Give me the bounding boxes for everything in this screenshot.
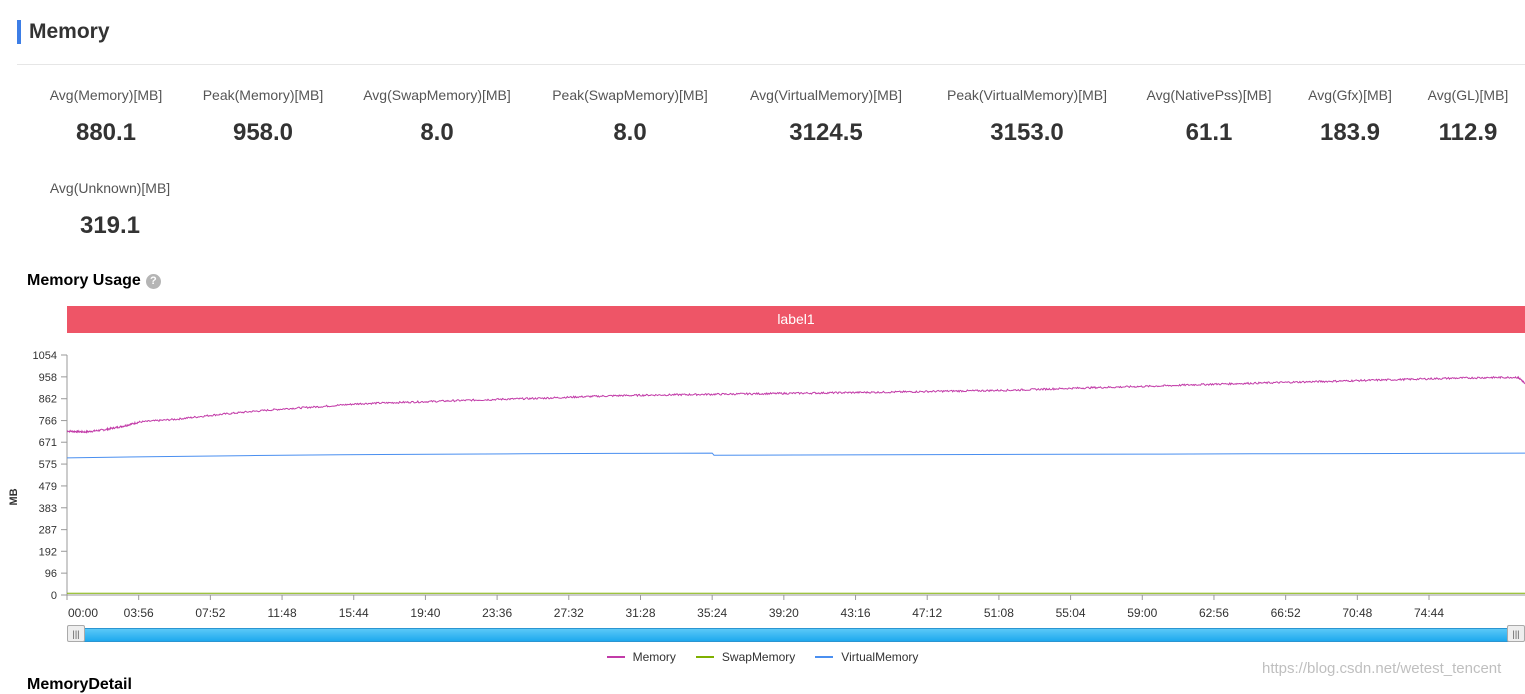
- y-tick-label: 575: [39, 459, 57, 471]
- metric-value: 3124.5: [789, 119, 863, 146]
- header-accent-bar: [17, 20, 21, 44]
- legend-item-memory[interactable]: Memory: [606, 650, 676, 664]
- metric-label: Avg(GL)[MB]: [1427, 87, 1509, 103]
- metric-avg-unknown: Avg(Unknown)[MB] 319.1: [40, 180, 180, 240]
- y-tick-label: 1054: [33, 350, 57, 362]
- x-tick-label: 07:52: [195, 606, 225, 620]
- metric-label: Peak(SwapMemory)[MB]: [552, 87, 708, 103]
- watermark: https://blog.csdn.net/wetest_tencent: [1262, 660, 1502, 677]
- legend-swatch: [606, 656, 625, 658]
- series-line-virtualmemory: [66, 452, 1525, 459]
- chart-band-label: label1: [67, 306, 1525, 333]
- x-tick-label: 23:36: [482, 606, 512, 620]
- zoom-slider-right-handle[interactable]: |||: [1507, 625, 1525, 642]
- metric-label: Avg(VirtualMemory)[MB]: [750, 87, 902, 103]
- metric-avg-gfx: Avg(Gfx)[MB] 183.9: [1300, 87, 1400, 147]
- metric-avg-memory: Avg(Memory)[MB] 880.1: [36, 87, 176, 147]
- page-title: Memory: [29, 20, 110, 43]
- x-tick-label: 70:48: [1342, 606, 1372, 620]
- y-tick-label: 287: [39, 525, 57, 537]
- x-tick-label: 27:32: [554, 606, 584, 620]
- metric-label: Avg(NativePss)[MB]: [1146, 87, 1272, 103]
- chart-title: Memory Usage ?: [27, 272, 161, 290]
- x-tick-label: 74:44: [1414, 606, 1444, 620]
- memory-detail-title: MemoryDetail: [27, 676, 132, 693]
- x-tick-label: 66:52: [1271, 606, 1301, 620]
- y-tick-label: 479: [39, 481, 57, 493]
- metric-value: 112.9: [1438, 119, 1498, 146]
- x-tick-label: 55:04: [1056, 606, 1086, 620]
- x-tick-label: 00:00: [68, 606, 98, 620]
- x-tick-label: 15:44: [339, 606, 369, 620]
- metric-avg-virtualmemory: Avg(VirtualMemory)[MB] 3124.5: [736, 87, 916, 147]
- x-tick-label: 39:20: [769, 606, 799, 620]
- x-tick-label: 47:12: [912, 606, 942, 620]
- zoom-slider-left-handle[interactable]: |||: [67, 625, 85, 642]
- x-tick-label: 51:08: [984, 606, 1014, 620]
- x-tick-label: 11:48: [267, 606, 296, 620]
- legend-label: VirtualMemory: [841, 650, 919, 664]
- metric-avg-swapmemory: Avg(SwapMemory)[MB] 8.0: [352, 87, 522, 147]
- metric-value: 183.9: [1319, 119, 1381, 146]
- legend-item-virtualmemory[interactable]: VirtualMemory: [815, 650, 918, 664]
- legend-label: SwapMemory: [721, 650, 796, 664]
- metric-peak-swapmemory: Peak(SwapMemory)[MB] 8.0: [540, 87, 720, 147]
- x-tick-label: 62:56: [1199, 606, 1229, 620]
- y-tick-label: 192: [39, 546, 57, 558]
- x-tick-label: 43:16: [841, 606, 871, 620]
- metric-label: Avg(Unknown)[MB]: [49, 180, 171, 196]
- y-tick-label: 766: [39, 416, 57, 428]
- y-tick-label: 671: [39, 437, 57, 449]
- metric-label: Avg(Gfx)[MB]: [1308, 87, 1392, 103]
- section-header: Memory: [17, 20, 110, 44]
- metric-value: 8.0: [420, 119, 454, 146]
- y-tick-label: 96: [45, 568, 57, 580]
- metric-label: Peak(VirtualMemory)[MB]: [946, 87, 1107, 103]
- metric-value: 8.0: [613, 119, 647, 146]
- metric-value: 319.1: [79, 212, 141, 239]
- metric-avg-nativepss: Avg(NativePss)[MB] 61.1: [1139, 87, 1279, 147]
- series-line-memory: [66, 375, 1525, 434]
- memory-usage-chart: 0 96 192 287 383 479 575 671 766 862 958 1054 00:00…: [8, 350, 1525, 620]
- y-tick-label: 958: [39, 372, 57, 384]
- metric-label: Peak(Memory)[MB]: [202, 87, 324, 103]
- zoom-slider-track[interactable]: [73, 628, 1519, 642]
- x-tick-label: 59:00: [1127, 606, 1157, 620]
- legend-label: Memory: [632, 650, 676, 664]
- x-tick-label: 31:28: [625, 606, 655, 620]
- y-tick-label: 0: [51, 590, 57, 602]
- metric-label: Avg(Memory)[MB]: [49, 87, 163, 103]
- header-divider: [17, 64, 1525, 65]
- question-circle-icon[interactable]: ?: [145, 273, 161, 289]
- metric-avg-gl: Avg(GL)[MB] 112.9: [1418, 87, 1518, 147]
- legend-item-swapmemory[interactable]: SwapMemory: [695, 650, 796, 664]
- metric-value: 958.0: [232, 119, 294, 146]
- legend-swatch: [695, 656, 714, 658]
- metric-value: 3153.0: [990, 119, 1064, 146]
- y-axis-label: MB: [8, 488, 20, 505]
- metric-peak-virtualmemory: Peak(VirtualMemory)[MB] 3153.0: [932, 87, 1122, 147]
- x-tick-label: 35:24: [697, 606, 727, 620]
- x-tick-label: 03:56: [124, 606, 154, 620]
- legend-swatch: [815, 656, 834, 658]
- metric-value: 880.1: [75, 119, 137, 146]
- zoom-slider[interactable]: ||| |||: [67, 624, 1525, 644]
- chart-legend: Memory SwapMemory VirtualMemory: [0, 650, 1525, 664]
- y-tick-label: 862: [39, 394, 57, 406]
- metric-label: Avg(SwapMemory)[MB]: [363, 87, 511, 103]
- metric-value: 61.1: [1185, 119, 1233, 146]
- chart-title-text: Memory Usage: [27, 272, 141, 289]
- x-tick-label: 19:40: [410, 606, 440, 620]
- y-tick-label: 383: [39, 503, 57, 515]
- metric-peak-memory: Peak(Memory)[MB] 958.0: [193, 87, 333, 147]
